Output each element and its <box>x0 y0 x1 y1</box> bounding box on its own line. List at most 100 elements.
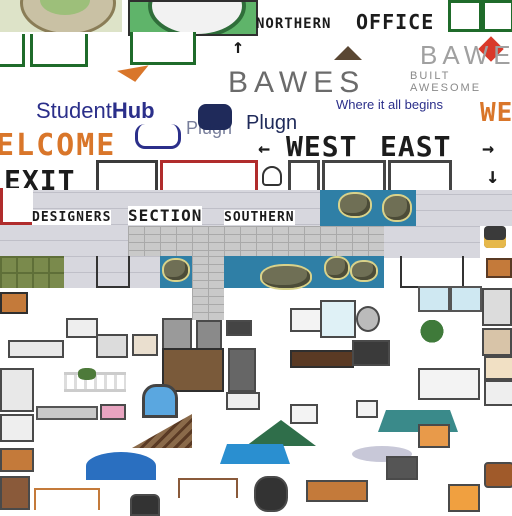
reception-desk <box>8 340 64 358</box>
sign-southern: SOUTHERN <box>224 210 295 225</box>
studenthub-logo: StudentHub <box>36 98 155 124</box>
wall-frame <box>30 34 88 67</box>
robot-figure <box>356 306 380 332</box>
potted-plant <box>420 320 444 348</box>
planter-box <box>306 480 368 502</box>
arrow-up-icon: ↑ <box>232 34 246 58</box>
wall-frame <box>0 34 25 67</box>
sign-designers: DESIGNERS <box>32 210 112 225</box>
bookshelf <box>290 350 354 368</box>
cabinet <box>482 288 512 326</box>
gate-frame <box>34 488 100 510</box>
plug-icon <box>198 104 232 130</box>
bench <box>0 476 30 510</box>
pc-desk <box>484 380 512 406</box>
wall-frame <box>388 160 452 194</box>
mute-icon <box>262 166 282 186</box>
bawes-logo-small: BAWE <box>420 40 512 70</box>
sign-office: OFFICE <box>356 10 435 34</box>
arched-window <box>142 384 178 418</box>
plugn-logo: Plugn <box>246 112 298 134</box>
blue-umbrella <box>86 452 156 480</box>
rock-in-water <box>352 262 376 280</box>
chevron-decor-icon <box>334 46 362 60</box>
sign-northern: NORTHERN <box>256 16 332 32</box>
map-thumbnail-left <box>0 0 122 32</box>
floor-tiles <box>64 256 160 288</box>
wall-frame <box>96 160 158 193</box>
sign-east: EAST <box>380 130 452 163</box>
studenthub-logo-hub: Hub <box>111 98 155 123</box>
printer <box>226 320 252 336</box>
tagline-text: Where it all begins <box>336 97 443 112</box>
floor-tiles <box>384 226 480 258</box>
sign-section: SECTION <box>128 206 203 225</box>
wall-frame <box>288 160 320 194</box>
lounge-table <box>36 406 98 420</box>
arrow-down-icon: ↓ <box>486 164 501 189</box>
whiteboard <box>290 308 324 332</box>
speech-bubble-icon <box>135 124 181 149</box>
notice-frame <box>356 400 378 418</box>
window-panel <box>418 286 450 312</box>
wall-outline <box>96 256 130 288</box>
stairs <box>132 414 192 448</box>
microwave <box>132 334 158 356</box>
bawes-tagline: BUILT AWESOME <box>410 70 482 94</box>
wall-frame <box>322 160 386 194</box>
notice-board <box>486 258 512 278</box>
blue-umbrella <box>220 444 290 464</box>
kitchen-counter <box>484 356 512 380</box>
rock-in-water <box>326 258 348 278</box>
cash-register <box>0 368 34 412</box>
counter-desk <box>66 318 98 338</box>
plugn-logo-ghost: Plugn <box>186 118 233 138</box>
stone-path <box>192 256 224 320</box>
orange-crate <box>418 424 450 448</box>
chevron-decor-icon <box>117 65 151 85</box>
shrub <box>78 368 96 380</box>
picture-frame <box>100 404 126 420</box>
tv-screen <box>352 340 390 366</box>
wall-frame <box>0 188 33 225</box>
bench <box>0 448 34 472</box>
rock-in-water <box>262 266 310 288</box>
grass-tile <box>0 256 64 288</box>
rock-in-water <box>164 260 188 280</box>
rock-in-water <box>384 196 410 220</box>
notice-frame <box>290 404 318 424</box>
barrel <box>484 462 512 488</box>
wall-outline <box>400 256 464 288</box>
arrow-left-icon: ← <box>258 136 272 160</box>
rock-in-water <box>340 194 370 216</box>
display-case <box>320 300 356 338</box>
stone-path <box>128 226 384 258</box>
vending-machine <box>162 318 192 350</box>
wall-frame <box>160 160 258 193</box>
snack-shelf <box>162 348 224 392</box>
counter-desk <box>0 414 34 442</box>
arrow-right-icon: → <box>482 136 496 160</box>
grill <box>254 476 288 512</box>
floor-tiles <box>416 190 512 226</box>
storage-shelf <box>482 328 512 356</box>
bawes-logo-large: BAWES <box>228 66 366 99</box>
studenthub-logo-student: Student <box>36 98 112 123</box>
orange-crate <box>448 484 480 512</box>
wall-frame <box>448 0 482 32</box>
wall-cabinet <box>418 368 480 400</box>
monitor <box>96 334 128 358</box>
counter <box>226 392 260 410</box>
window-panel <box>450 286 482 312</box>
wall-frame <box>130 32 196 65</box>
lamp-icon <box>484 226 506 248</box>
planter-box <box>178 478 238 498</box>
welcome-sign-partial: WE <box>480 98 512 128</box>
vending-machine <box>196 320 222 350</box>
trash-can <box>130 494 160 516</box>
sign-west: WEST <box>286 130 358 163</box>
storage-bin <box>386 456 418 480</box>
server-rack <box>228 348 256 392</box>
wall-frame <box>482 0 512 32</box>
welcome-sign: ELCOME <box>0 128 117 163</box>
